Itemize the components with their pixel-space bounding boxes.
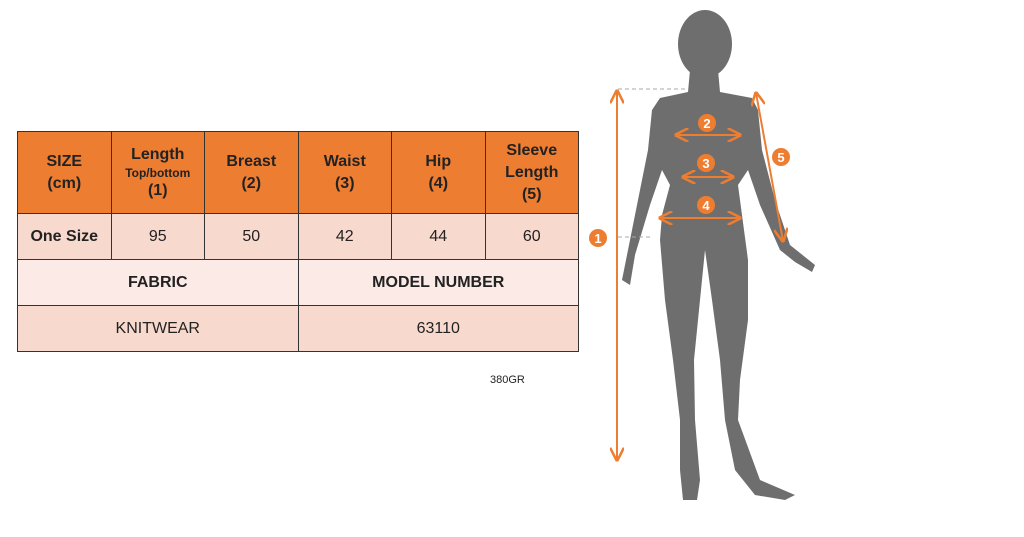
header-text: (2)	[241, 174, 262, 192]
marker-3-icon	[697, 154, 715, 172]
fabric-label: FABRIC	[17, 259, 299, 306]
header-text: Waist	[323, 152, 366, 170]
header-text: Length	[131, 145, 185, 163]
header-text: Hip	[425, 152, 452, 170]
size-chart-table: SIZE (cm) Length Top/bottom (1) Breast (2) W…	[17, 131, 579, 352]
marker-4-icon	[697, 196, 715, 214]
table-row: KNITWEAR 63110	[17, 305, 579, 352]
header-subtext: Top/bottom	[125, 165, 191, 180]
size-cell: One Size	[17, 213, 112, 260]
marker-2-icon	[698, 114, 716, 132]
sleeve-cell: 60	[484, 213, 579, 260]
marker-1-label: 1	[594, 231, 601, 246]
header-text: SIZE	[46, 152, 83, 170]
marker-2-label: 2	[703, 116, 710, 131]
guide-lines	[618, 88, 688, 238]
header-text: Sleeve	[506, 141, 558, 159]
header-text: (3)	[334, 174, 355, 192]
marker-5-icon	[772, 148, 790, 166]
model-number-value: 63110	[297, 305, 579, 352]
header-hip: Hip (4)	[391, 131, 486, 214]
table-row: One Size 95 50 42 44 60	[17, 213, 579, 260]
hip-cell: 44	[391, 213, 486, 260]
marker-5-label: 5	[777, 150, 784, 165]
header-text: Breast	[226, 152, 277, 170]
header-text: Length	[505, 163, 559, 181]
waist-cell: 42	[297, 213, 392, 260]
breast-cell: 50	[204, 213, 299, 260]
sleeve-arrow	[756, 93, 783, 241]
fabric-value: KNITWEAR	[17, 305, 299, 352]
marker-1-icon	[589, 229, 607, 247]
header-waist: Waist (3)	[297, 131, 392, 214]
header-text: (4)	[428, 174, 449, 192]
header-breast: Breast (2)	[204, 131, 299, 214]
header-text: (cm)	[47, 174, 82, 192]
header-sleeve: Sleeve Length (5)	[484, 131, 579, 214]
marker-4-label: 4	[702, 198, 710, 213]
marker-3-label: 3	[702, 156, 709, 171]
weight-note: 380GR	[490, 374, 525, 386]
header-text: (5)	[521, 185, 542, 203]
silhouette-icon	[622, 10, 815, 500]
header-size: SIZE (cm)	[17, 131, 112, 214]
header-length: Length Top/bottom (1)	[110, 131, 205, 214]
model-number-label: MODEL NUMBER	[297, 259, 579, 306]
header-row: SIZE (cm) Length Top/bottom (1) Breast (2) W…	[17, 131, 579, 214]
table-row: FABRIC MODEL NUMBER	[17, 259, 579, 306]
header-text: (1)	[147, 181, 168, 199]
length-cell: 95	[110, 213, 205, 260]
